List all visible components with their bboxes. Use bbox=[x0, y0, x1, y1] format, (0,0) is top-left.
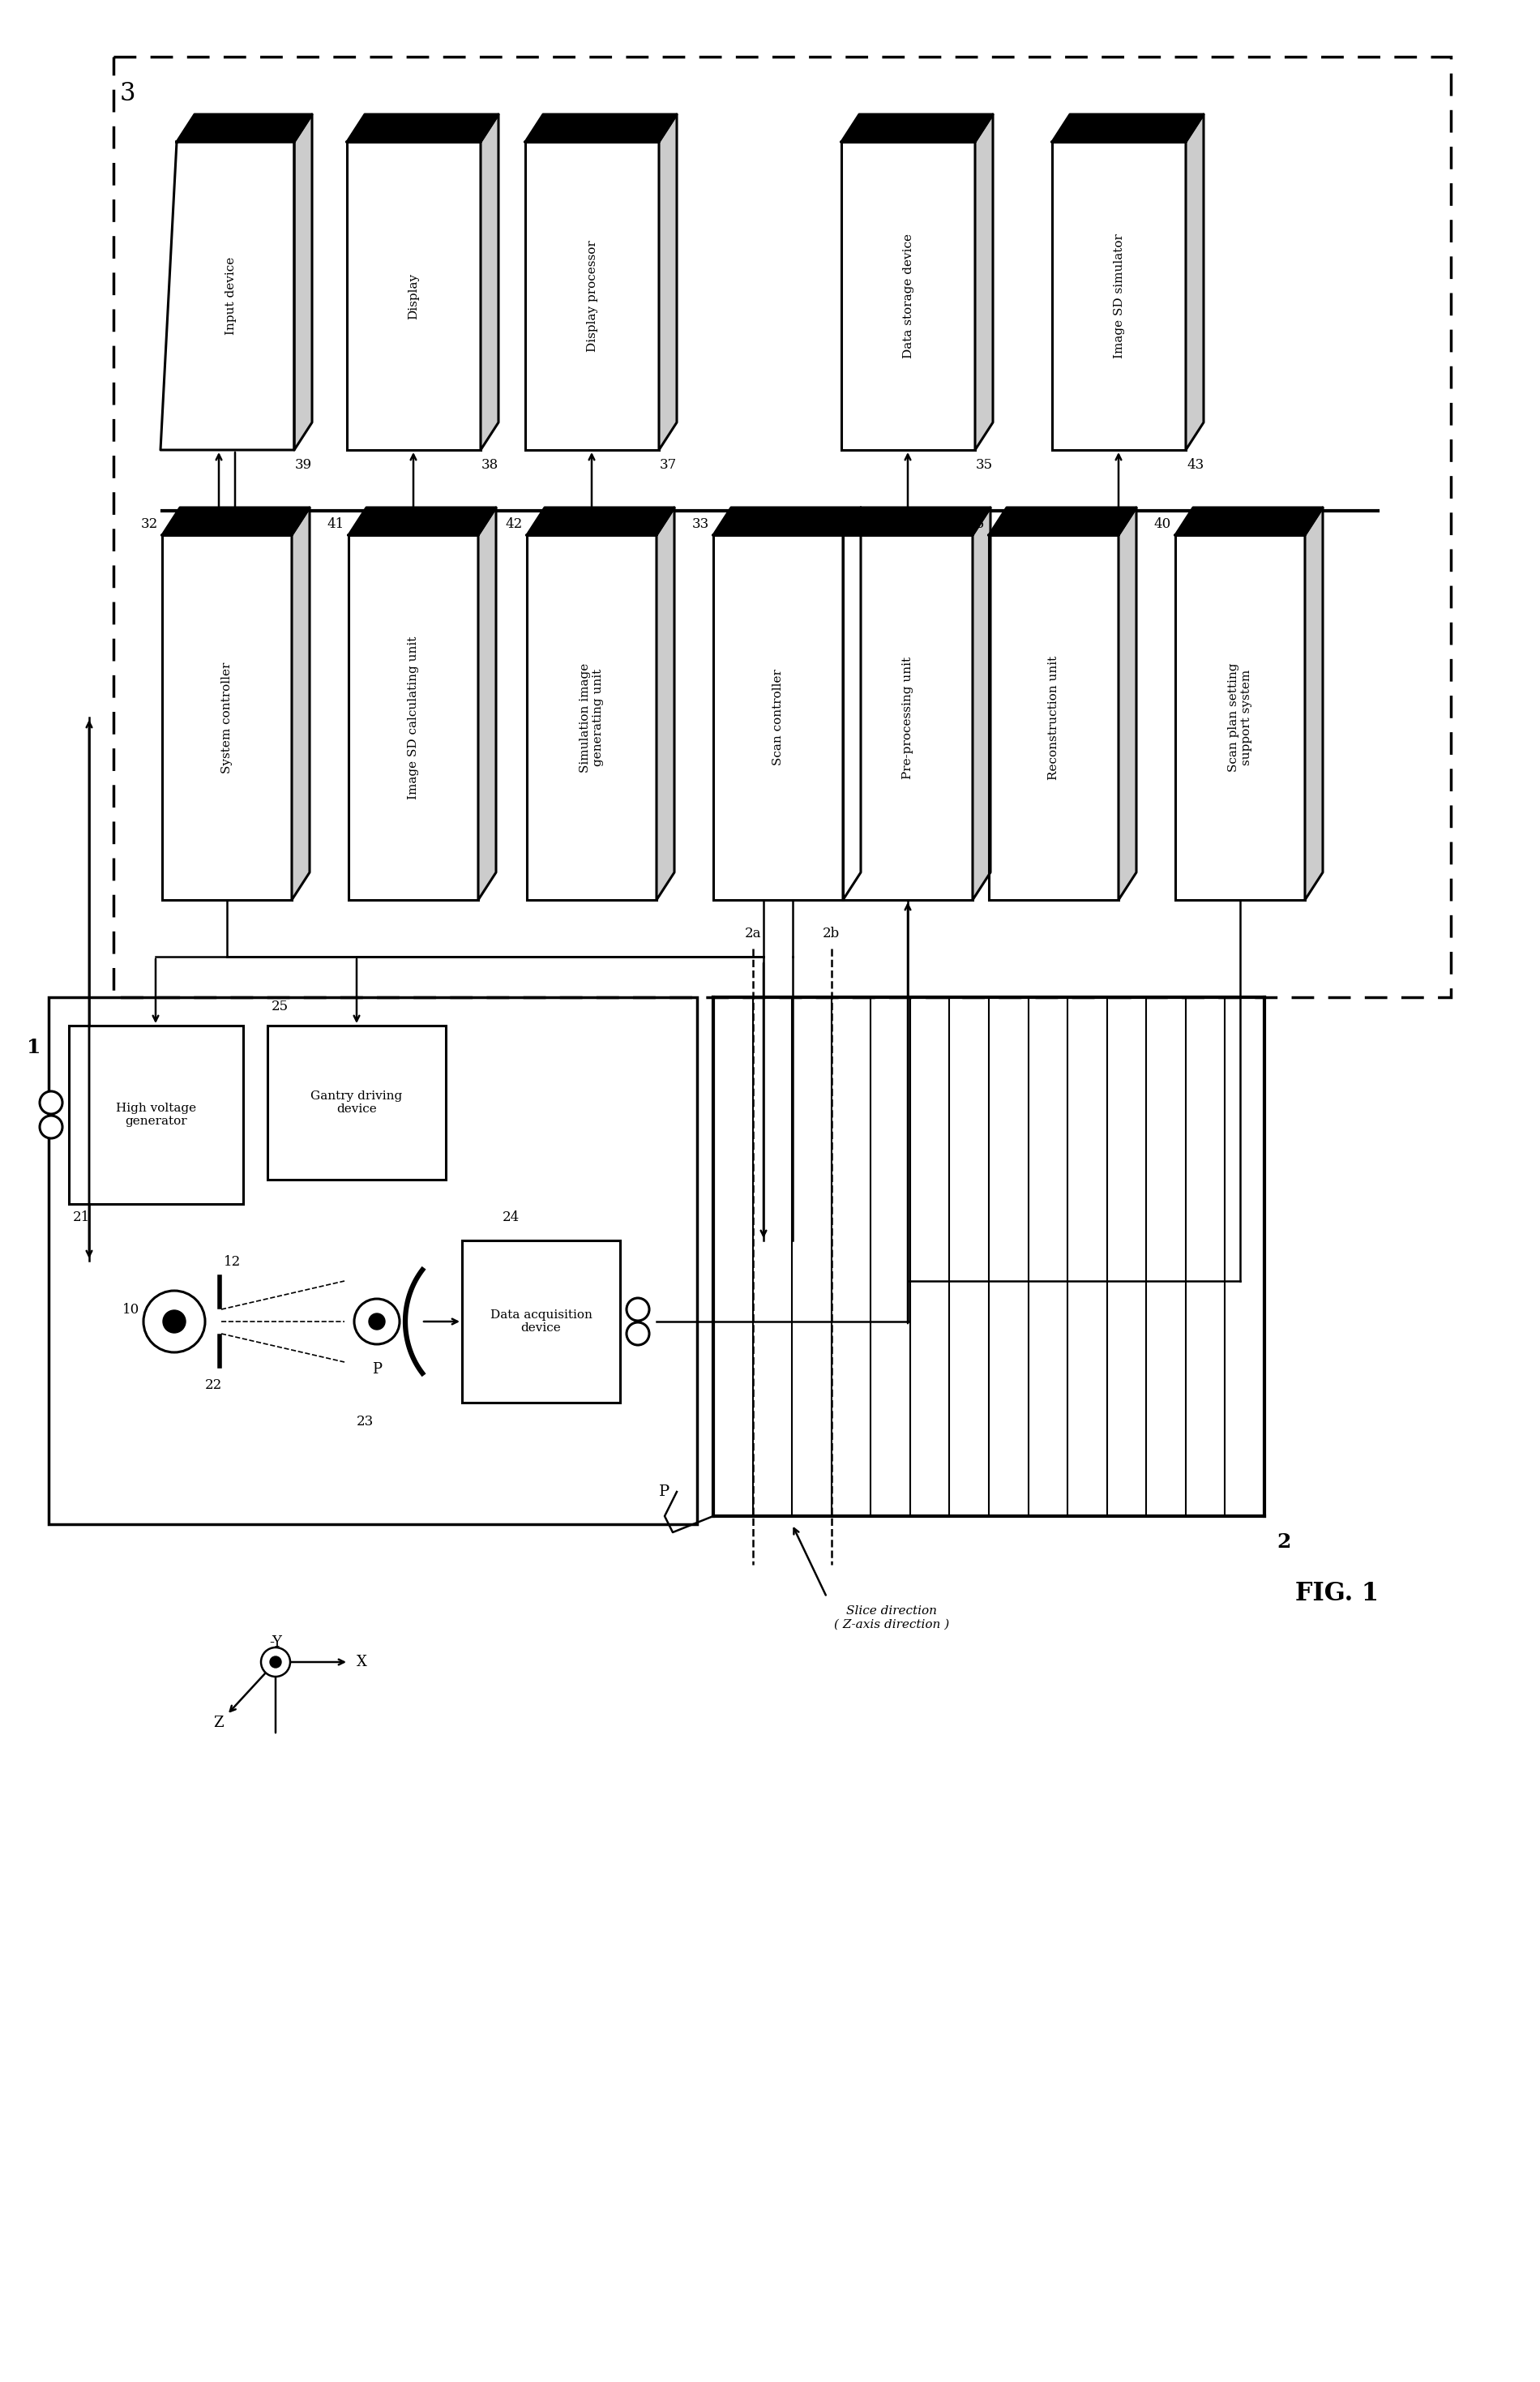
Circle shape bbox=[354, 1298, 399, 1343]
Text: Simulation image
generating unit: Simulation image generating unit bbox=[579, 662, 604, 772]
Circle shape bbox=[40, 1091, 63, 1115]
Bar bbox=[841, 143, 975, 450]
Bar bbox=[346, 143, 480, 450]
Text: 34: 34 bbox=[822, 517, 839, 531]
Text: Data acquisition
device: Data acquisition device bbox=[490, 1310, 591, 1334]
Text: X: X bbox=[357, 1655, 367, 1670]
Polygon shape bbox=[479, 507, 496, 900]
Text: Image SD simulator: Image SD simulator bbox=[1113, 233, 1124, 357]
Text: 10: 10 bbox=[122, 1303, 140, 1317]
Text: Gantry driving
device: Gantry driving device bbox=[311, 1091, 402, 1115]
Text: 33: 33 bbox=[691, 517, 710, 531]
Text: Image SD calculating unit: Image SD calculating unit bbox=[408, 636, 419, 798]
Circle shape bbox=[260, 1648, 290, 1677]
Polygon shape bbox=[291, 507, 310, 900]
Bar bbox=[162, 536, 291, 900]
Text: 22: 22 bbox=[205, 1379, 222, 1391]
Polygon shape bbox=[480, 114, 499, 450]
Circle shape bbox=[40, 1115, 63, 1139]
Text: P: P bbox=[373, 1363, 382, 1377]
Polygon shape bbox=[656, 507, 675, 900]
Polygon shape bbox=[1304, 507, 1323, 900]
Text: Scan plan setting
support system: Scan plan setting support system bbox=[1227, 662, 1252, 772]
Circle shape bbox=[143, 1291, 205, 1353]
Polygon shape bbox=[162, 507, 310, 536]
Text: System controller: System controller bbox=[222, 662, 233, 774]
Polygon shape bbox=[177, 114, 313, 143]
Text: 3: 3 bbox=[120, 81, 136, 107]
Polygon shape bbox=[348, 507, 496, 536]
Text: 38: 38 bbox=[482, 457, 499, 472]
Bar bbox=[527, 536, 656, 900]
Polygon shape bbox=[1175, 507, 1323, 536]
Text: Input device: Input device bbox=[225, 257, 237, 336]
Text: 36: 36 bbox=[967, 517, 984, 531]
Bar bbox=[842, 536, 973, 900]
Text: 40: 40 bbox=[1153, 517, 1172, 531]
Polygon shape bbox=[842, 507, 990, 536]
Text: 41: 41 bbox=[326, 517, 345, 531]
Bar bbox=[713, 536, 842, 900]
Text: 39: 39 bbox=[296, 457, 313, 472]
Circle shape bbox=[270, 1655, 282, 1667]
Polygon shape bbox=[346, 114, 499, 143]
Polygon shape bbox=[1052, 114, 1204, 143]
Polygon shape bbox=[1118, 507, 1137, 900]
Bar bbox=[114, 57, 1451, 998]
Circle shape bbox=[627, 1298, 650, 1320]
Text: 1: 1 bbox=[26, 1039, 40, 1058]
Polygon shape bbox=[842, 507, 861, 900]
Bar bbox=[348, 536, 479, 900]
Text: 23: 23 bbox=[356, 1415, 373, 1429]
Circle shape bbox=[627, 1322, 650, 1346]
Bar bbox=[1175, 536, 1304, 900]
Polygon shape bbox=[527, 507, 675, 536]
Bar bbox=[49, 998, 698, 1524]
Bar bbox=[268, 1027, 445, 1179]
Text: 43: 43 bbox=[1187, 457, 1204, 472]
Text: 2b: 2b bbox=[822, 927, 839, 941]
Text: Reconstruction unit: Reconstruction unit bbox=[1049, 655, 1060, 779]
Text: 21: 21 bbox=[72, 1210, 91, 1224]
Bar bbox=[462, 1241, 621, 1403]
Text: 32: 32 bbox=[140, 517, 159, 531]
Text: 35: 35 bbox=[976, 457, 993, 472]
Text: 25: 25 bbox=[271, 1000, 288, 1012]
Polygon shape bbox=[989, 507, 1137, 536]
Polygon shape bbox=[713, 507, 861, 536]
Polygon shape bbox=[1186, 114, 1204, 450]
Text: Slice direction
( Z-axis direction ): Slice direction ( Z-axis direction ) bbox=[835, 1605, 949, 1629]
Polygon shape bbox=[294, 114, 313, 450]
Bar bbox=[525, 143, 659, 450]
Circle shape bbox=[163, 1310, 186, 1334]
Text: 24: 24 bbox=[502, 1210, 519, 1224]
Text: Data storage device: Data storage device bbox=[902, 233, 913, 357]
Text: Display processor: Display processor bbox=[587, 241, 598, 353]
Polygon shape bbox=[841, 114, 993, 143]
Bar bbox=[989, 536, 1118, 900]
Text: 37: 37 bbox=[659, 457, 678, 472]
Text: FIG. 1: FIG. 1 bbox=[1295, 1582, 1380, 1605]
Polygon shape bbox=[525, 114, 676, 143]
Text: Pre-processing unit: Pre-processing unit bbox=[902, 657, 913, 779]
Text: Z: Z bbox=[214, 1715, 223, 1729]
Text: -Y: -Y bbox=[270, 1636, 282, 1651]
Text: 42: 42 bbox=[505, 517, 522, 531]
Polygon shape bbox=[659, 114, 676, 450]
Polygon shape bbox=[975, 114, 993, 450]
Text: P: P bbox=[659, 1484, 670, 1498]
Polygon shape bbox=[973, 507, 990, 900]
Text: 12: 12 bbox=[223, 1255, 240, 1270]
Text: 2a: 2a bbox=[744, 927, 761, 941]
Bar bbox=[1052, 143, 1186, 450]
Text: Scan controller: Scan controller bbox=[773, 669, 784, 765]
Bar bbox=[69, 1027, 243, 1203]
Text: Display: Display bbox=[408, 274, 419, 319]
Polygon shape bbox=[160, 143, 294, 450]
Text: 2: 2 bbox=[1277, 1532, 1291, 1551]
Text: High voltage
generator: High voltage generator bbox=[116, 1103, 196, 1127]
Circle shape bbox=[368, 1312, 385, 1329]
